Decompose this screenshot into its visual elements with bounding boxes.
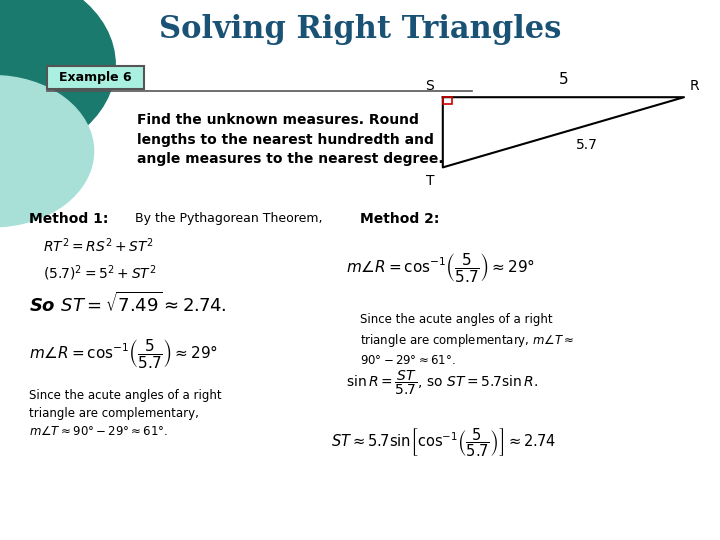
Text: Solving Right Triangles: Solving Right Triangles xyxy=(159,14,561,45)
Text: $RT^2 = RS^2 + ST^2$: $RT^2 = RS^2 + ST^2$ xyxy=(43,237,154,255)
Text: By the Pythagorean Theorem,: By the Pythagorean Theorem, xyxy=(135,212,323,225)
Text: Find the unknown measures. Round
lengths to the nearest hundredth and
angle meas: Find the unknown measures. Round lengths… xyxy=(137,113,444,166)
Text: $ST \approx 5.7\sin\!\left[\cos^{-1}\!\left(\dfrac{5}{5.7}\right)\right] \approx: $ST \approx 5.7\sin\!\left[\cos^{-1}\!\l… xyxy=(331,427,556,459)
Text: So $ST = \sqrt{7.49} \approx 2.74.$: So $ST = \sqrt{7.49} \approx 2.74.$ xyxy=(29,292,227,316)
Text: Method 2:: Method 2: xyxy=(360,212,439,226)
Circle shape xyxy=(0,0,115,162)
Bar xyxy=(47,66,144,89)
Text: $\sin R = \dfrac{ST}{5.7}$, so $ST = 5.7\sin R.$: $\sin R = \dfrac{ST}{5.7}$, so $ST = 5.7… xyxy=(346,368,538,396)
Text: Example 6: Example 6 xyxy=(59,71,131,84)
Text: $m\angle R = \cos^{-1}\!\left(\dfrac{5}{5.7}\right) \approx 29°$: $m\angle R = \cos^{-1}\!\left(\dfrac{5}{… xyxy=(29,338,218,370)
Text: $(5.7)^2 = 5^2 + ST^2$: $(5.7)^2 = 5^2 + ST^2$ xyxy=(43,264,157,283)
Text: S: S xyxy=(426,79,434,93)
Text: Since the acute angles of a right
triangle are complementary,
$m\angle T \approx: Since the acute angles of a right triang… xyxy=(29,389,222,438)
Text: 5: 5 xyxy=(559,72,568,87)
Text: 5.7: 5.7 xyxy=(577,138,598,152)
Bar xyxy=(443,97,452,104)
Text: $m\angle R = \cos^{-1}\!\left(\dfrac{5}{5.7}\right) \approx 29°$: $m\angle R = \cos^{-1}\!\left(\dfrac{5}{… xyxy=(346,251,535,284)
Text: R: R xyxy=(690,79,699,93)
Circle shape xyxy=(0,76,94,227)
Text: Method 1:: Method 1: xyxy=(29,212,108,226)
Text: T: T xyxy=(426,174,434,188)
Text: Since the acute angles of a right
triangle are complementary, $m\angle T \approx: Since the acute angles of a right triang… xyxy=(360,313,575,367)
